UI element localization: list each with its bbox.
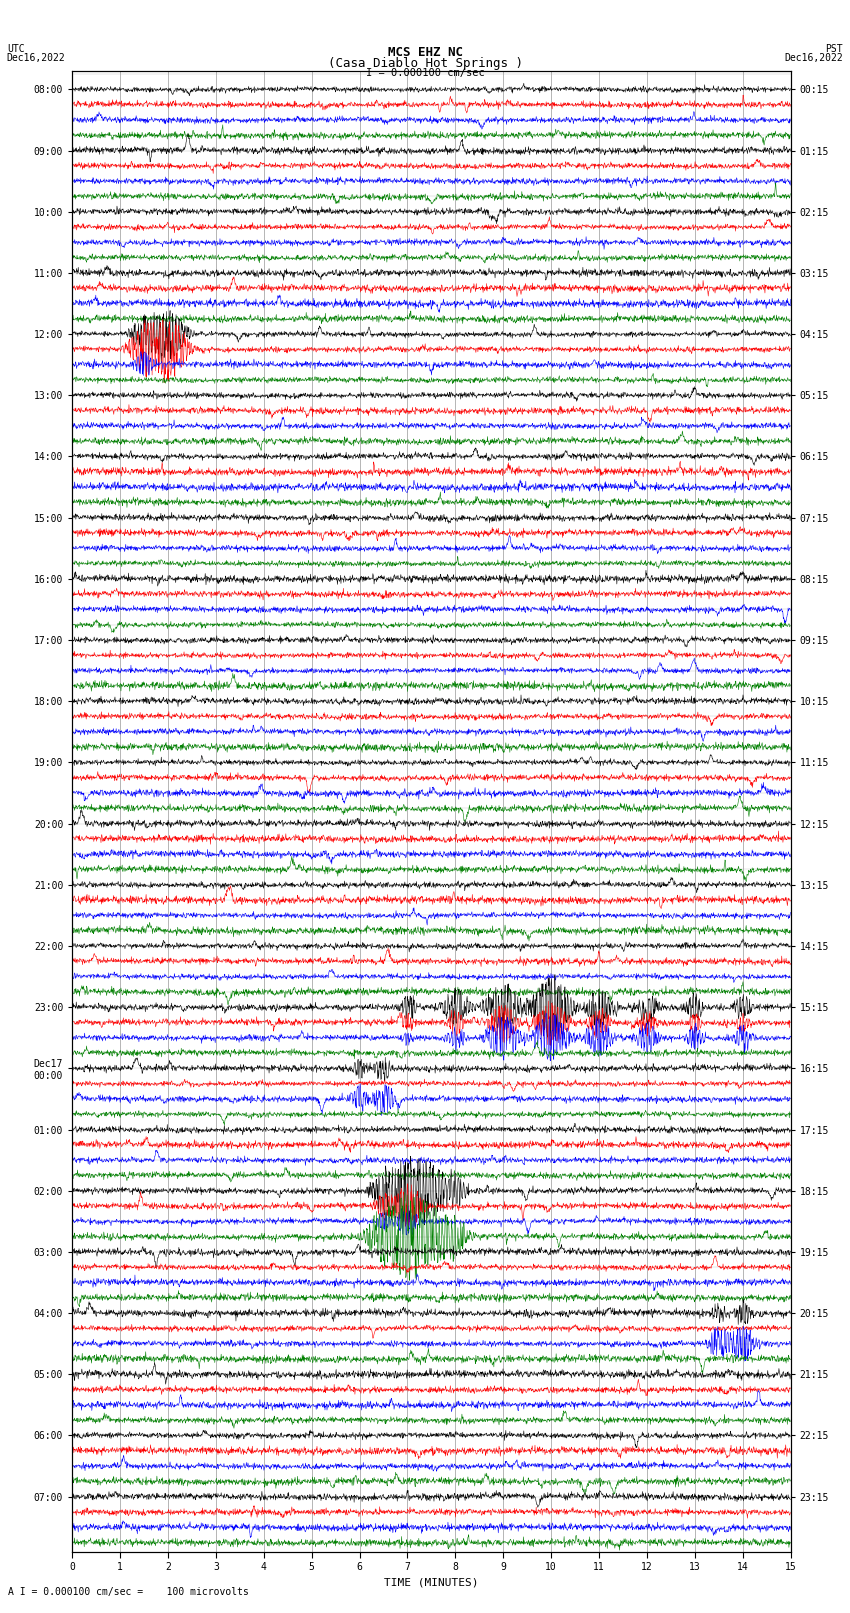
Text: A I = 0.000100 cm/sec =    100 microvolts: A I = 0.000100 cm/sec = 100 microvolts [8,1587,249,1597]
X-axis label: TIME (MINUTES): TIME (MINUTES) [384,1578,479,1587]
Text: I = 0.000100 cm/sec: I = 0.000100 cm/sec [366,68,484,77]
Text: UTC: UTC [7,44,25,53]
Text: Dec16,2022: Dec16,2022 [7,53,65,63]
Text: (Casa Diablo Hot Springs ): (Casa Diablo Hot Springs ) [327,58,523,71]
Text: Dec16,2022: Dec16,2022 [785,53,843,63]
Text: PST: PST [825,44,843,53]
Text: MCS EHZ NC: MCS EHZ NC [388,45,462,60]
